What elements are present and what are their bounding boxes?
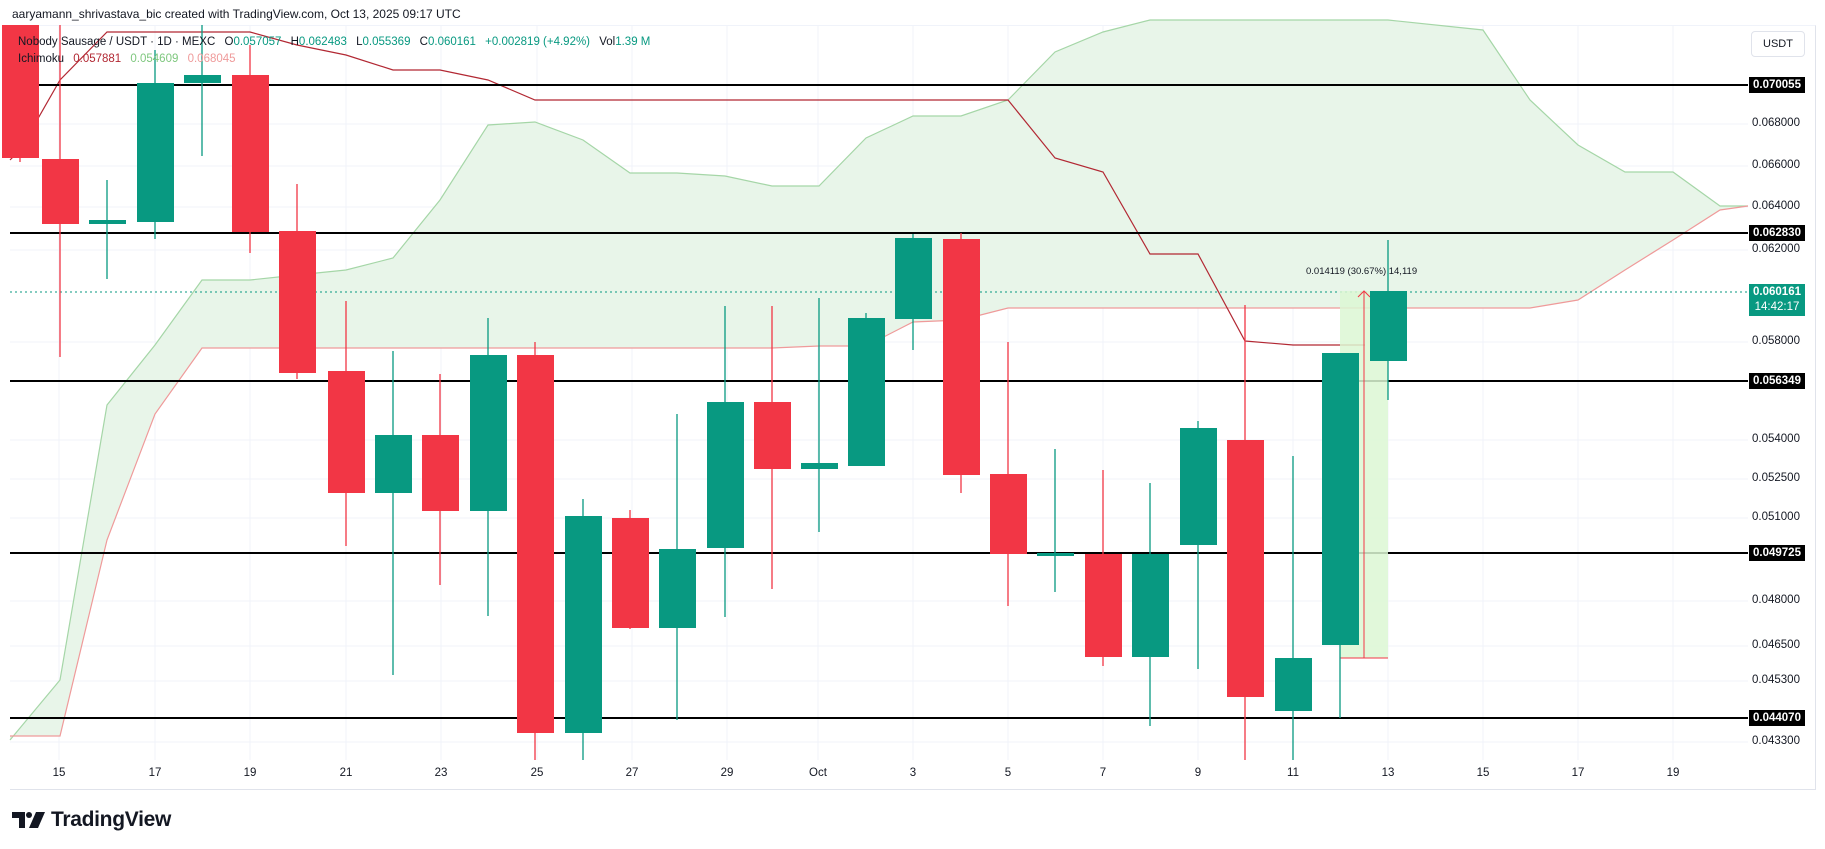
price-level-tag: 0.049725	[1749, 545, 1805, 561]
time-axis-tick: 17	[1571, 767, 1585, 779]
price-level-tag: 0.070055	[1749, 77, 1805, 93]
bullish-candle[interactable]	[801, 298, 838, 532]
symbol-name[interactable]: Nobody Sausage / USDT · 1D · MEXC	[18, 36, 216, 48]
time-axis-tick: 11	[1287, 767, 1299, 779]
current-price-tag: 0.060161 14:42:17	[1749, 284, 1805, 316]
time-axis-tick: Oct	[809, 767, 827, 779]
bearish-candle[interactable]	[42, 25, 79, 357]
bullish-candle[interactable]	[1370, 240, 1407, 400]
attribution-text: aaryamann_shrivastava_bic created with T…	[12, 7, 461, 21]
bullish-candle[interactable]	[137, 50, 174, 239]
tradingview-logo-icon	[12, 812, 45, 828]
bullish-candle[interactable]	[848, 313, 885, 466]
tradingview-wordmark: TradingView	[51, 808, 172, 831]
price-axis-tick: 0.064000	[1752, 200, 1800, 212]
price-axis-tick: 0.043300	[1752, 735, 1800, 747]
measure-arrow-head	[1357, 290, 1371, 298]
price-level-tag: 0.062830	[1749, 225, 1805, 241]
tradingview-logo[interactable]: TradingView	[12, 808, 171, 832]
time-axis-tick: 7	[1099, 767, 1107, 779]
low-label: L	[356, 36, 363, 48]
ichimoku-label[interactable]: Ichimoku	[18, 53, 65, 65]
ichimoku-cloud	[10, 20, 1748, 740]
bullish-candle[interactable]	[375, 351, 412, 675]
price-axis-tick: 0.062000	[1752, 243, 1800, 255]
currency-button[interactable]: USDT	[1751, 31, 1805, 57]
bearish-candle[interactable]	[612, 510, 649, 629]
price-axis-tick: 0.066000	[1752, 159, 1800, 171]
bullish-candle[interactable]	[89, 180, 126, 279]
bearish-candle[interactable]	[328, 301, 365, 546]
time-axis-tick: 27	[625, 767, 639, 779]
measure-label: 0.014119 (30.67%) 14,119	[1306, 266, 1418, 277]
bearish-candle[interactable]	[232, 45, 269, 253]
time-axis-tick: 25	[530, 767, 544, 779]
bullish-candle[interactable]	[659, 414, 696, 720]
bar-countdown: 14:42:17	[1754, 301, 1800, 313]
price-axis-tick: 0.054000	[1752, 433, 1800, 445]
time-axis-tick: 5	[1004, 767, 1012, 779]
time-axis-tick: 13	[1381, 767, 1395, 779]
bearish-candle[interactable]	[990, 342, 1027, 606]
bearish-candle[interactable]	[943, 233, 980, 493]
candlestick-series	[2, 25, 1407, 760]
price-axis-tick: 0.046500	[1752, 639, 1800, 651]
bullish-candle[interactable]	[1275, 456, 1312, 760]
change-value: +0.002819 (+4.92%)	[485, 36, 591, 48]
open-value: 0.057057	[233, 36, 282, 48]
time-axis-tick: 21	[339, 767, 353, 779]
price-axis-tick: 0.068000	[1752, 117, 1800, 129]
volume-label: Vol	[599, 36, 616, 48]
time-axis-tick: 17	[148, 767, 162, 779]
price-axis-tick: 0.045300	[1752, 674, 1800, 686]
price-level-tag: 0.044070	[1749, 710, 1805, 726]
bearish-candle[interactable]	[754, 306, 791, 589]
bullish-candle[interactable]	[1132, 483, 1169, 726]
bullish-candle[interactable]	[1180, 421, 1217, 669]
time-axis-tick: 9	[1194, 767, 1202, 779]
symbol-legend-row[interactable]: Nobody Sausage / USDT · 1D · MEXC O0.057…	[18, 34, 650, 51]
ichimoku-value-3: 0.068045	[187, 53, 236, 65]
time-axis-tick: 23	[434, 767, 448, 779]
bullish-candle[interactable]	[470, 318, 507, 616]
bullish-candle[interactable]	[565, 499, 602, 760]
bullish-candle[interactable]	[895, 234, 932, 350]
time-axis-tick: 15	[52, 767, 66, 779]
ichimoku-legend-row[interactable]: Ichimoku 0.057881 0.054609 0.068045	[18, 51, 650, 68]
high-value: 0.062483	[298, 36, 347, 48]
close-value: 0.060161	[427, 36, 476, 48]
close-label: C	[419, 36, 428, 48]
open-label: O	[224, 36, 234, 48]
price-axis-tick: 0.058000	[1752, 335, 1800, 347]
price-axis-tick: 0.052500	[1752, 472, 1800, 484]
time-axis-tick: 29	[720, 767, 734, 779]
bullish-candle[interactable]	[1322, 353, 1359, 718]
bullish-candle[interactable]	[1037, 449, 1074, 592]
price-level-tag: 0.056349	[1749, 373, 1805, 389]
price-axis-tick: 0.048000	[1752, 594, 1800, 606]
bearish-candle[interactable]	[279, 184, 316, 379]
time-axis-tick: 19	[243, 767, 257, 779]
volume-value: 1.39 M	[615, 36, 651, 48]
time-axis-tick: 19	[1666, 767, 1680, 779]
bullish-candle[interactable]	[707, 306, 744, 617]
bearish-candle[interactable]	[2, 25, 39, 162]
time-axis-tick: 15	[1476, 767, 1490, 779]
time-axis-tick: 3	[909, 767, 917, 779]
chart-legend: Nobody Sausage / USDT · 1D · MEXC O0.057…	[18, 34, 650, 68]
price-axis-tick: 0.051000	[1752, 511, 1800, 523]
ichimoku-value-1: 0.057881	[73, 53, 122, 65]
high-label: H	[290, 36, 299, 48]
ichimoku-value-2: 0.054609	[130, 53, 179, 65]
bearish-candle[interactable]	[1227, 305, 1264, 760]
current-price-value: 0.060161	[1753, 286, 1801, 298]
bullish-candle[interactable]	[184, 25, 221, 156]
bearish-candle[interactable]	[1085, 470, 1122, 666]
low-value: 0.055369	[362, 36, 411, 48]
bearish-candle[interactable]	[422, 374, 459, 585]
bearish-candle[interactable]	[517, 342, 554, 760]
